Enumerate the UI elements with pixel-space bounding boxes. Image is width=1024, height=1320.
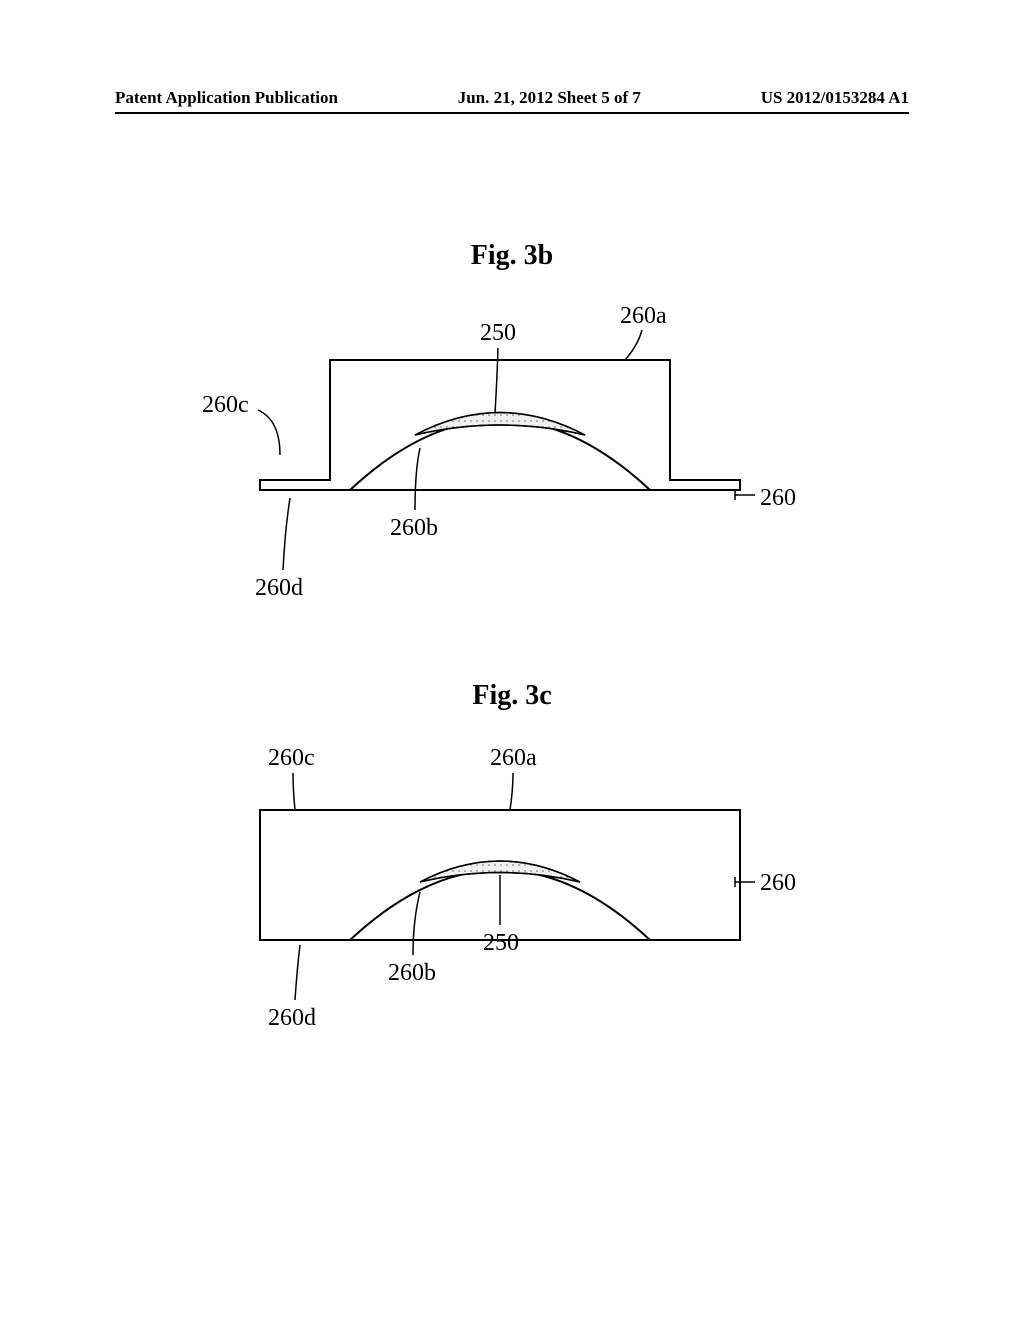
fig3b-label-260a: 260a: [620, 303, 667, 330]
fig3b-title: Fig. 3b: [0, 240, 1024, 272]
fig3b-label-260c: 260c: [202, 392, 249, 419]
fig3c-label-260: 260: [760, 870, 796, 897]
fig3c-label-260d: 260d: [268, 1005, 316, 1032]
fig3c-label-260b: 260b: [388, 960, 436, 987]
header-rule: [115, 112, 909, 114]
fig3c-leaders: [0, 0, 1024, 1320]
fig3c-title: Fig. 3c: [0, 680, 1024, 712]
header-center: Jun. 21, 2012 Sheet 5 of 7: [458, 88, 641, 108]
fig3b-leaders: [0, 0, 1024, 1320]
fig3c-label-260a: 260a: [490, 745, 537, 772]
fig3b-label-260b: 260b: [390, 515, 438, 542]
header-left: Patent Application Publication: [115, 88, 338, 108]
fig3b-diagram: [240, 340, 760, 560]
fig3b-label-260: 260: [760, 485, 796, 512]
fig3c-label-260c: 260c: [268, 745, 315, 772]
fig3c-diagram: [240, 790, 760, 990]
header-right: US 2012/0153284 A1: [761, 88, 909, 108]
fig3c-label-250: 250: [483, 930, 519, 957]
fig3b-label-260d: 260d: [255, 575, 303, 602]
fig3b-label-250: 250: [480, 320, 516, 347]
page-header: Patent Application Publication Jun. 21, …: [115, 88, 909, 108]
